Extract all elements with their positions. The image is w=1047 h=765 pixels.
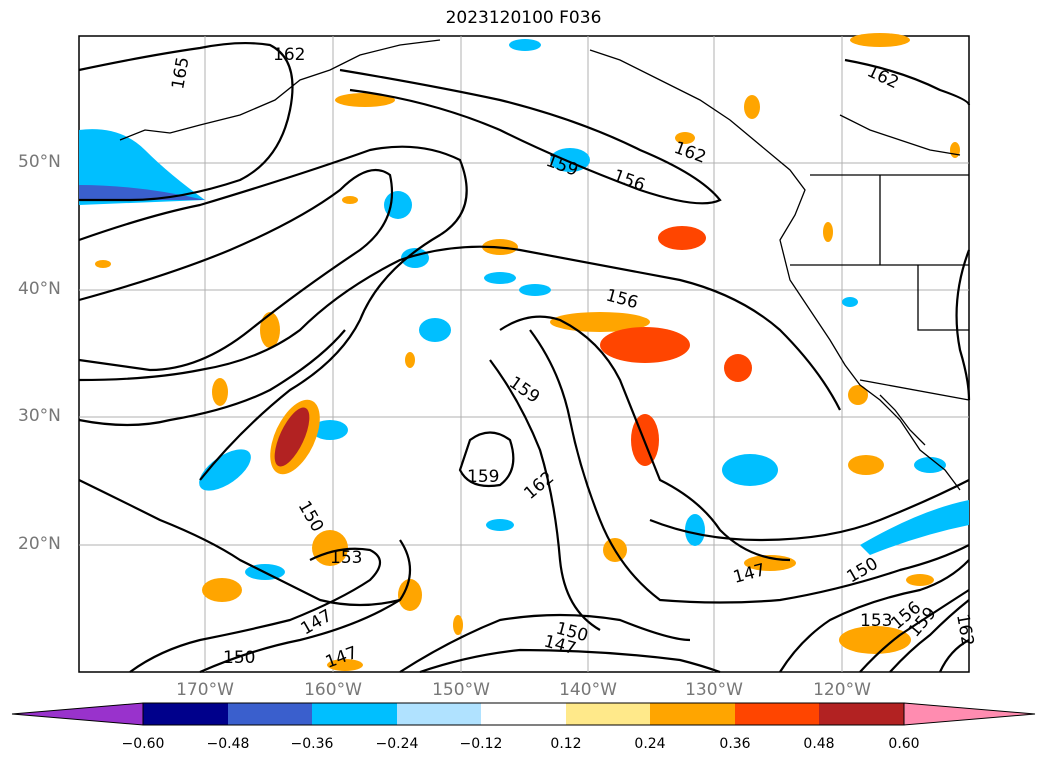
shading-blobs xyxy=(79,33,969,671)
colorbar-tick: 0.24 xyxy=(634,736,666,752)
colorbar-tick: 0.12 xyxy=(550,736,582,752)
lon-label: 130°W xyxy=(685,680,743,700)
colorbar xyxy=(11,702,1036,726)
contour-label: 153 xyxy=(860,611,892,631)
contour-label: 159 xyxy=(467,467,499,487)
lon-label: 160°W xyxy=(304,680,362,700)
colorbar-extend-high xyxy=(903,702,1036,726)
lat-label: 50°N xyxy=(18,152,61,172)
lat-label: 30°N xyxy=(18,406,61,426)
height-contours xyxy=(78,42,971,674)
contour-label: 153 xyxy=(330,548,362,568)
contour-label: 150 xyxy=(223,648,255,668)
colorbar-tick: −0.60 xyxy=(121,736,165,752)
lon-label: 170°W xyxy=(176,680,234,700)
colorbar-tick: 0.48 xyxy=(803,736,835,752)
colorbar-tick: −0.48 xyxy=(206,736,250,752)
coastlines xyxy=(119,39,970,491)
lon-label: 120°W xyxy=(813,680,871,700)
contour-label: 162 xyxy=(273,45,305,65)
lon-label: 150°W xyxy=(432,680,490,700)
colorbar-extend-low xyxy=(11,702,144,726)
map-frame xyxy=(78,35,970,673)
colorbar-tick: 0.36 xyxy=(719,736,751,752)
lat-label: 20°N xyxy=(18,534,61,554)
map-title: 2023120100 F036 xyxy=(445,8,602,28)
colorbar-tick: −0.12 xyxy=(459,736,503,752)
lat-label: 40°N xyxy=(18,279,61,299)
colorbar-tick: −0.24 xyxy=(375,736,419,752)
colorbar-tick: 0.60 xyxy=(888,736,920,752)
colorbar-tick: −0.36 xyxy=(290,736,334,752)
lon-label: 140°W xyxy=(559,680,617,700)
